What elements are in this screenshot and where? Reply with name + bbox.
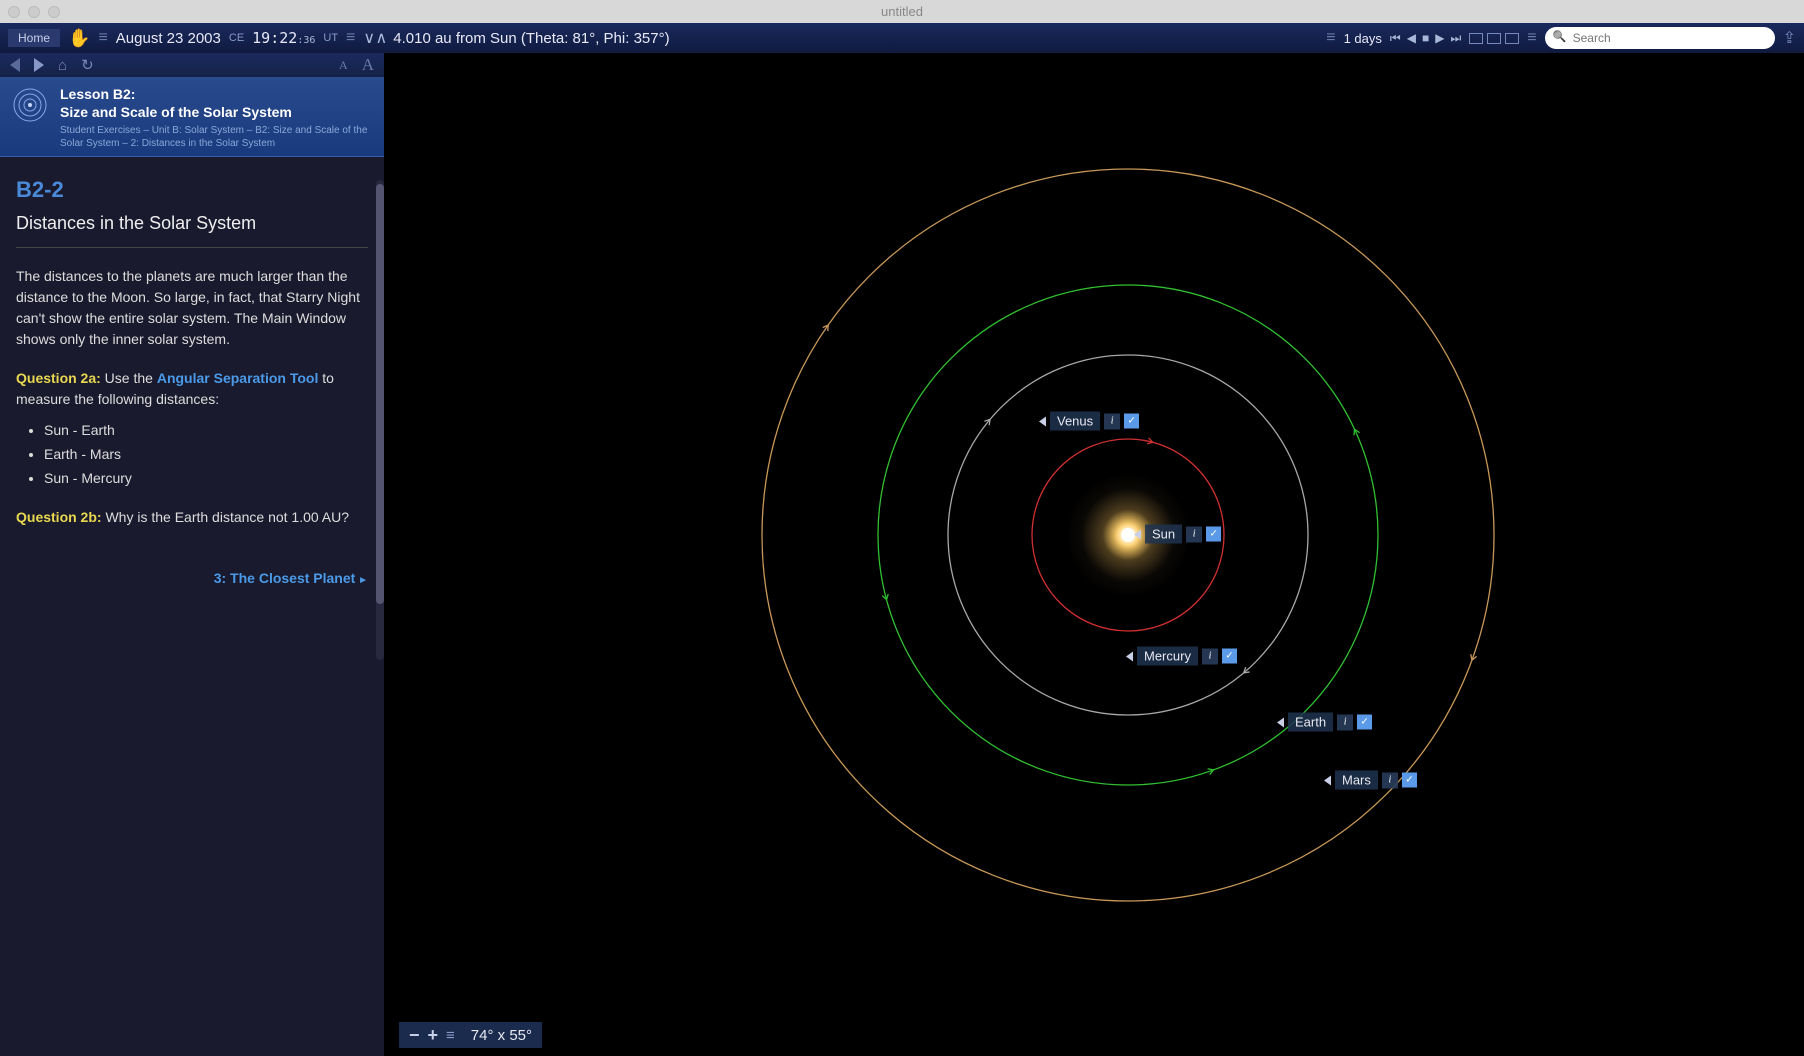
planet-label-venus[interactable]: Venus i ✓ <box>1039 412 1139 431</box>
planet-name[interactable]: Mars <box>1335 771 1378 790</box>
question-2b: Question 2b: Why is the Earth distance n… <box>16 507 368 528</box>
info-icon[interactable]: i <box>1104 413 1120 429</box>
minimize-traffic-light[interactable] <box>28 6 40 18</box>
list-item: Sun - Mercury <box>44 468 368 489</box>
step-menu-icon[interactable]: ≡ <box>1326 29 1335 47</box>
info-icon[interactable]: i <box>1186 526 1202 542</box>
hand-tool-icon[interactable]: ✋ <box>68 28 90 49</box>
search-wrap <box>1545 27 1775 49</box>
font-increase-button[interactable]: A <box>362 55 374 75</box>
panel-layout-3[interactable] <box>1505 33 1519 44</box>
panel-layout-controls <box>1469 33 1519 44</box>
playback-controls: ⏮ ◀ ■ ▶ ⏭ <box>1390 31 1461 46</box>
lesson-breadcrumb[interactable]: Student Exercises – Unit B: Solar System… <box>60 124 374 150</box>
time-display[interactable]: 19:22:36 <box>252 29 315 47</box>
skip-back-button[interactable]: ⏮ <box>1390 31 1401 46</box>
list-item: Earth - Mars <box>44 444 368 465</box>
question-2a: Question 2a: Use the Angular Separation … <box>16 368 368 410</box>
planet-label-mars[interactable]: Mars i ✓ <box>1324 771 1417 790</box>
font-decrease-button[interactable]: A <box>339 58 348 73</box>
label-arrow-icon <box>1277 717 1284 727</box>
lesson-content: B2-2 Distances in the Solar System The d… <box>0 157 384 605</box>
sky-viewport[interactable]: Sun i ✓ Mercury i ✓ Venus i ✓ Earth i ✓ … <box>384 53 1804 1056</box>
list-item: Sun - Earth <box>44 420 368 441</box>
planet-name[interactable]: Venus <box>1050 412 1100 431</box>
lesson-orbit-icon <box>10 85 50 125</box>
share-icon[interactable]: ⇪ <box>1783 28 1796 48</box>
time-step-display[interactable]: 1 days <box>1344 31 1382 46</box>
zoom-bar: − + ≡ 74° x 55° <box>399 1022 542 1048</box>
stop-button[interactable]: ■ <box>1422 31 1429 45</box>
era-label: CE <box>229 32 244 44</box>
altitude-control[interactable]: ∨ ∧ <box>363 28 385 48</box>
window-title: untitled <box>881 4 923 19</box>
sidebar-toolbar: ⌂ ↻ A A <box>0 53 384 77</box>
home-button[interactable]: Home <box>8 29 60 47</box>
planet-label-mercury[interactable]: Mercury i ✓ <box>1126 647 1237 666</box>
skip-forward-button[interactable]: ⏭ <box>1450 31 1461 46</box>
timezone-label: UT <box>323 32 338 44</box>
sidebar-scrollbar[interactable] <box>376 180 384 660</box>
search-input[interactable] <box>1545 27 1775 49</box>
zoom-out-button[interactable]: − <box>409 1025 420 1046</box>
check-icon[interactable]: ✓ <box>1402 773 1417 788</box>
sun-core[interactable] <box>1121 528 1135 542</box>
check-icon[interactable]: ✓ <box>1357 715 1372 730</box>
planet-label-sun[interactable]: Sun i ✓ <box>1134 525 1221 544</box>
view-menu-icon[interactable]: ≡ <box>346 29 355 47</box>
lesson-intro: The distances to the planets are much la… <box>16 266 368 350</box>
mac-titlebar: untitled <box>0 0 1804 23</box>
planet-name[interactable]: Sun <box>1145 525 1182 544</box>
reload-icon[interactable]: ↻ <box>81 56 94 74</box>
step-forward-button[interactable]: ▶ <box>1435 31 1444 45</box>
planet-name[interactable]: Mercury <box>1137 647 1198 666</box>
label-arrow-icon <box>1126 651 1133 661</box>
main-container: ⌂ ↻ A A Lesson B2: Size and Scale of the… <box>0 53 1804 1056</box>
lesson-sidebar: ⌂ ↻ A A Lesson B2: Size and Scale of the… <box>0 53 384 1056</box>
close-traffic-light[interactable] <box>8 6 20 18</box>
angular-separation-tool-link[interactable]: Angular Separation Tool <box>157 370 319 386</box>
planet-label-earth[interactable]: Earth i ✓ <box>1277 713 1372 732</box>
check-icon[interactable]: ✓ <box>1206 527 1221 542</box>
zoom-menu-icon[interactable]: ≡ <box>446 1027 455 1044</box>
nav-back-button[interactable] <box>10 58 20 72</box>
top-toolbar: Home ✋ ≡ August 23 2003 CE 19:22:36 UT ≡… <box>0 23 1804 53</box>
date-menu-icon[interactable]: ≡ <box>98 29 107 47</box>
nav-forward-button[interactable] <box>34 58 44 72</box>
info-icon[interactable]: i <box>1337 714 1353 730</box>
check-icon[interactable]: ✓ <box>1222 649 1237 664</box>
lesson-code: B2-2 <box>16 173 368 206</box>
panel-layout-1[interactable] <box>1469 33 1483 44</box>
check-icon[interactable]: ✓ <box>1124 414 1139 429</box>
label-arrow-icon <box>1134 529 1141 539</box>
date-display[interactable]: August 23 2003 <box>116 30 221 47</box>
step-back-button[interactable]: ◀ <box>1407 31 1416 45</box>
label-arrow-icon <box>1324 775 1331 785</box>
panel-layout-2[interactable] <box>1487 33 1501 44</box>
info-icon[interactable]: i <box>1382 772 1398 788</box>
fov-display[interactable]: 74° x 55° <box>471 1027 532 1044</box>
lesson-header: Lesson B2: Size and Scale of the Solar S… <box>0 77 384 157</box>
lesson-header-title: Lesson B2: Size and Scale of the Solar S… <box>60 85 374 121</box>
location-display[interactable]: 4.010 au from Sun (Theta: 81°, Phi: 357°… <box>393 30 669 47</box>
next-lesson-link[interactable]: 3: The Closest Planet <box>16 568 368 589</box>
traffic-lights <box>8 6 60 18</box>
planet-name[interactable]: Earth <box>1288 713 1333 732</box>
label-arrow-icon <box>1039 416 1046 426</box>
lesson-subtitle: Distances in the Solar System <box>16 210 368 248</box>
zoom-in-button[interactable]: + <box>428 1025 439 1046</box>
zoom-traffic-light[interactable] <box>48 6 60 18</box>
measurement-list: Sun - Earth Earth - Mars Sun - Mercury <box>44 420 368 489</box>
info-icon[interactable]: i <box>1202 648 1218 664</box>
options-menu-icon[interactable]: ≡ <box>1527 29 1536 47</box>
home-icon[interactable]: ⌂ <box>58 57 67 74</box>
